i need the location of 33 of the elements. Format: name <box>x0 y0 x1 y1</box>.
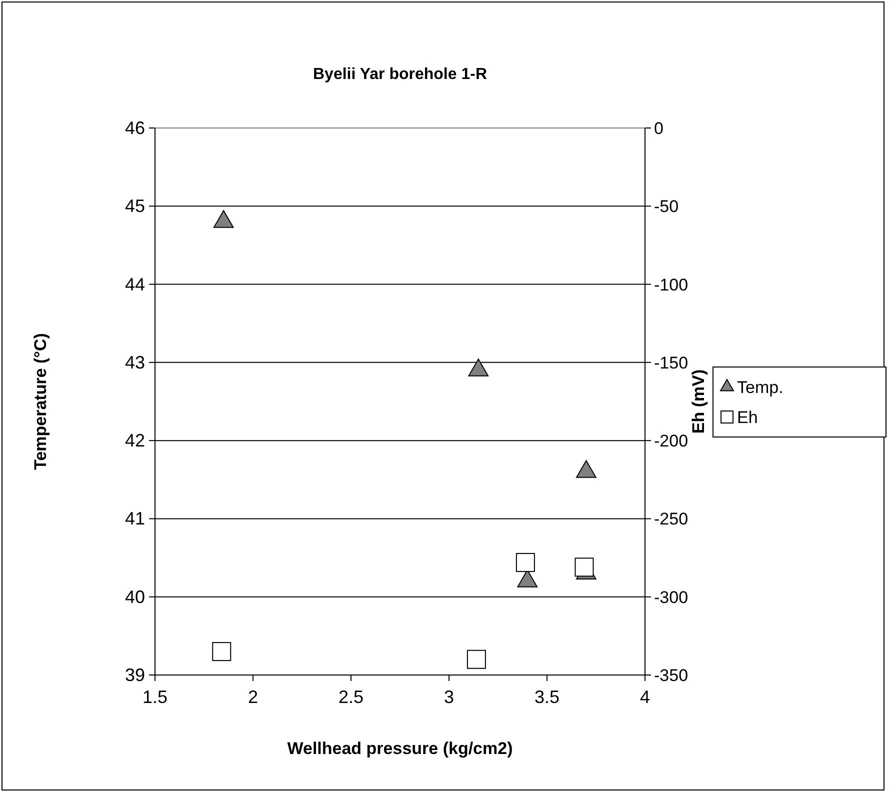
y-tick-label: 43 <box>124 352 145 372</box>
y-tick-label: 42 <box>124 430 145 451</box>
x-axis-title: Wellhead pressure (kg/cm2) <box>287 739 513 758</box>
y-axis-title: Temperature (°C) <box>31 333 50 470</box>
y2-axis-title: Eh (mV) <box>689 369 708 434</box>
x-tick-label: 2 <box>248 687 258 707</box>
y2-tick-label: -50 <box>654 197 679 216</box>
x-tick-label: 2.5 <box>338 687 364 707</box>
y-tick-label: 41 <box>124 508 145 529</box>
legend-label: Eh <box>737 408 758 427</box>
y2-tick-label: -100 <box>654 275 688 294</box>
x-tick-label: 3.5 <box>534 687 560 707</box>
point <box>576 460 596 478</box>
legend-label: Temp. <box>737 378 784 397</box>
y2-tick-label: -300 <box>654 588 688 607</box>
y-tick-label: 39 <box>124 665 145 685</box>
y2-tick-label: -250 <box>654 510 688 529</box>
point <box>213 210 234 228</box>
point <box>468 358 489 376</box>
y-tick-label: 46 <box>124 118 145 138</box>
x-tick-label: 3 <box>444 687 454 707</box>
x-tick-label: 4 <box>640 687 650 707</box>
point <box>517 570 538 588</box>
y-tick-label: 44 <box>124 274 145 294</box>
y2-tick-label: 0 <box>654 119 664 138</box>
x-tick-label: 1.5 <box>142 687 168 707</box>
chart-title: Byelii Yar borehole 1-R <box>313 66 488 83</box>
y2-tick-label: -350 <box>654 666 688 685</box>
point <box>574 558 594 577</box>
y2-tick-label: -200 <box>654 432 688 451</box>
y-tick-label: 40 <box>124 586 145 607</box>
y-tick-label: 45 <box>124 196 145 216</box>
y2-tick-label: -150 <box>654 353 688 372</box>
